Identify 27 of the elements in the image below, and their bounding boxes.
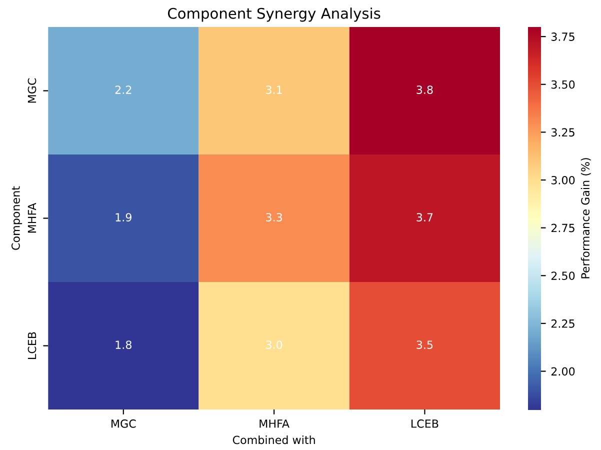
chart-title: Component Synergy Analysis: [168, 8, 380, 22]
data-label: 1.9: [116, 213, 132, 222]
color-bar-label: 3.50: [551, 80, 575, 89]
color-bar-label: 2.50: [551, 272, 575, 280]
y-tick-label: MHFA: [28, 202, 36, 233]
color-bar-label: 3.25: [551, 128, 574, 137]
x-tick-label: MGC: [112, 419, 136, 428]
y-axis-title: Component: [11, 186, 22, 250]
data-label: 3.0: [266, 340, 282, 349]
color-bar-label: 3.75: [551, 32, 574, 41]
color-bar-title: Performance Gain (%): [580, 158, 591, 278]
data-label: 1.8: [116, 340, 132, 349]
color-bar-label: 2.00: [551, 367, 575, 376]
data-label: 3.8: [416, 86, 433, 94]
color-bar-label: 2.75: [551, 224, 574, 232]
x-axis-title: Combined with: [232, 436, 315, 444]
data-label: 3.1: [266, 86, 282, 94]
data-label: 3.3: [266, 213, 282, 222]
data-label: 3.5: [416, 340, 433, 349]
x-tick-label: LCEB: [412, 419, 438, 428]
data-label: 3.7: [416, 213, 433, 222]
data-label: 2.2: [115, 86, 132, 94]
y-tick-label: MGC: [28, 78, 36, 103]
color-bar-label: 2.25: [551, 319, 574, 328]
x-tick-label: MHFA: [260, 420, 290, 428]
color-bar-label: 3.00: [551, 176, 575, 184]
y-tick-label: LCEB: [28, 332, 36, 359]
